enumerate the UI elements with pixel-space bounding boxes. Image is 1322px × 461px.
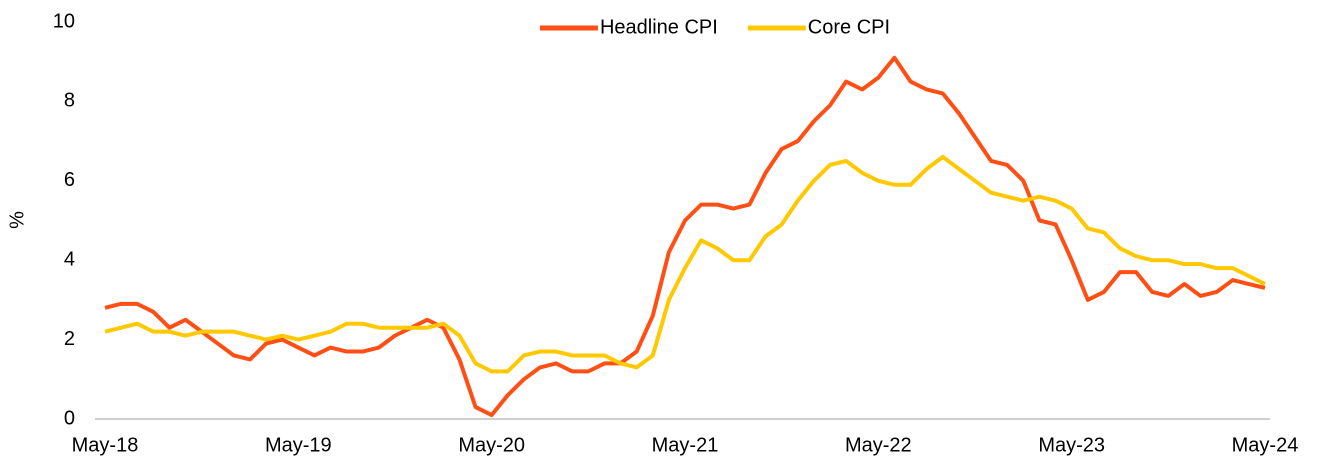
y-tick-label: 4 — [64, 248, 75, 270]
legend-label: Core CPI — [808, 16, 890, 38]
data-line — [104, 154, 1266, 374]
y-axis-label: % — [6, 211, 28, 229]
x-tick-label: May-23 — [1038, 434, 1105, 456]
x-tick-label: May-19 — [265, 434, 332, 456]
x-tick-label: May-22 — [845, 434, 912, 456]
y-tick-label: 10 — [53, 10, 75, 32]
y-tick-label: 2 — [64, 328, 75, 350]
x-tick-label: May-21 — [652, 434, 719, 456]
y-tick-label: 6 — [64, 169, 75, 191]
legend-label: Headline CPI — [600, 16, 718, 38]
y-tick-label: 8 — [64, 90, 75, 112]
y-tick-label: 0 — [64, 407, 75, 429]
x-tick-label: May-24 — [1232, 434, 1299, 456]
x-tick-label: May-20 — [458, 434, 525, 456]
x-tick-label: May-18 — [72, 434, 139, 456]
data-line — [104, 55, 1266, 418]
